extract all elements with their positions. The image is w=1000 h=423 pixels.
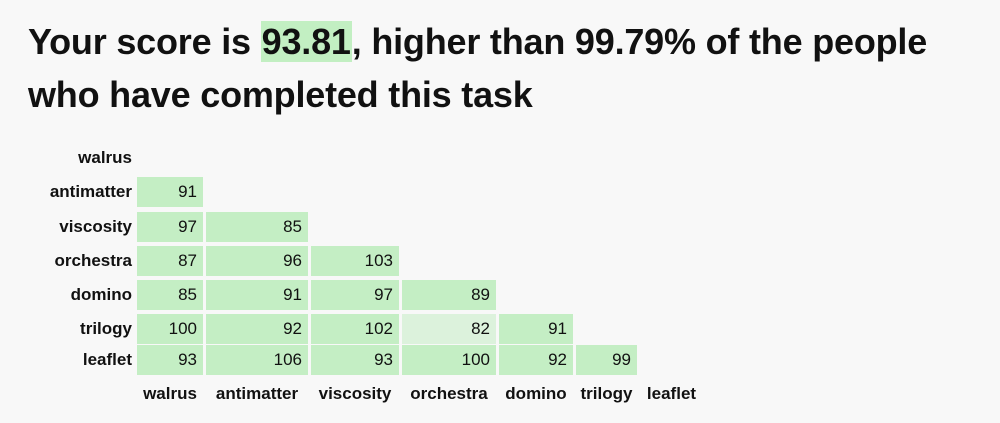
matrix-cell-viscosity-walrus: 97 [137, 212, 203, 242]
matrix-cell-trilogy-walrus: 100 [137, 314, 203, 344]
matrix-cell-leaflet-trilogy: 99 [576, 345, 637, 375]
headline-prefix: Your score is [28, 21, 261, 62]
matrix-cell-trilogy-domino: 91 [499, 314, 573, 344]
matrix-cell-viscosity-antimatter: 85 [206, 212, 308, 242]
matrix-cell-orchestra-walrus: 87 [137, 246, 203, 276]
matrix-cell-antimatter-walrus: 91 [137, 177, 203, 207]
column-label-viscosity: viscosity [318, 384, 392, 403]
score-value: 93.81 [260, 21, 352, 62]
column-label-orchestra: orchestra [410, 384, 488, 403]
column-label-domino: domino [505, 384, 567, 403]
matrix-cell-leaflet-antimatter: 106 [206, 345, 308, 375]
matrix-cell-leaflet-orchestra: 100 [402, 345, 496, 375]
column-label-trilogy: trilogy [580, 384, 633, 403]
row-label-orchestra: orchestra [54, 251, 132, 270]
row-label-leaflet: leaflet [82, 350, 132, 369]
matrix-cell-leaflet-walrus: 93 [137, 345, 203, 375]
column-label-walrus: walrus [143, 384, 197, 403]
matrix-cell-orchestra-viscosity: 103 [311, 246, 399, 276]
row-label-viscosity: viscosity [59, 217, 132, 236]
matrix-cell-domino-viscosity: 97 [311, 280, 399, 310]
matrix-cell-domino-orchestra: 89 [402, 280, 496, 310]
score-headline: Your score is 93.81, higher than 99.79% … [28, 15, 988, 121]
column-label-antimatter: antimatter [215, 384, 299, 403]
row-label-walrus: walrus [78, 148, 132, 167]
row-label-trilogy: trilogy [80, 319, 132, 338]
matrix-cell-trilogy-orchestra: 82 [402, 314, 496, 344]
matrix-cell-orchestra-antimatter: 96 [206, 246, 308, 276]
matrix-cell-trilogy-viscosity: 102 [311, 314, 399, 344]
matrix-cell-domino-walrus: 85 [137, 280, 203, 310]
column-label-leaflet: leaflet [646, 384, 697, 403]
matrix-cell-domino-antimatter: 91 [206, 280, 308, 310]
row-label-antimatter: antimatter [49, 182, 132, 201]
matrix-cell-leaflet-domino: 92 [499, 345, 573, 375]
matrix-cell-leaflet-viscosity: 93 [311, 345, 399, 375]
matrix-cell-trilogy-antimatter: 92 [206, 314, 308, 344]
headline-suffix: , higher than 99.79% of the people who h… [28, 21, 928, 115]
row-label-domino: domino [70, 285, 132, 304]
